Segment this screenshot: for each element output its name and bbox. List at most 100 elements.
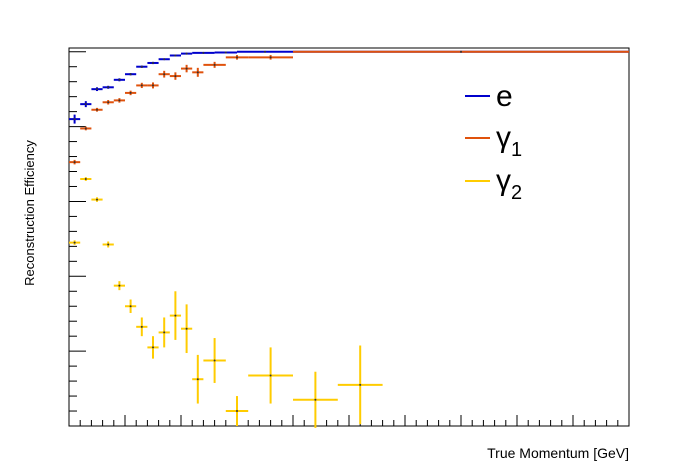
data-point (214, 51, 237, 54)
data-point (158, 70, 170, 78)
data-point (158, 317, 170, 348)
marker (152, 61, 154, 64)
data-point (181, 304, 193, 354)
data-point (337, 345, 383, 425)
marker (196, 378, 199, 381)
marker (359, 383, 362, 386)
data-point (136, 65, 148, 68)
legend-label: γ2 (496, 164, 522, 204)
legend-label: e (496, 80, 513, 113)
data-point (80, 126, 92, 131)
marker (73, 161, 76, 164)
marker (185, 52, 188, 55)
data-point (125, 90, 137, 96)
marker (129, 305, 132, 308)
data-point (69, 159, 81, 165)
marker (174, 314, 177, 317)
data-point (125, 299, 137, 313)
marker (185, 327, 188, 330)
data-point (192, 354, 204, 404)
marker (174, 54, 177, 57)
marker (202, 51, 205, 54)
series-3 (69, 177, 383, 428)
data-point (203, 338, 226, 383)
data-point (113, 98, 125, 103)
data-point (181, 64, 193, 73)
data-point (293, 50, 629, 53)
marker (129, 91, 132, 94)
marker (73, 241, 76, 244)
data-point (69, 114, 81, 124)
marker (96, 198, 98, 201)
marker (73, 118, 76, 121)
data-point (203, 61, 226, 68)
data-point (147, 82, 159, 89)
data-point (147, 336, 159, 359)
marker (107, 243, 110, 246)
marker (269, 56, 272, 59)
marker (140, 325, 143, 328)
data-point (248, 55, 293, 60)
data-point (91, 197, 103, 202)
data-point (102, 241, 114, 248)
marker (224, 51, 227, 54)
axes (68, 51, 630, 427)
marker (84, 177, 87, 180)
marker (236, 56, 238, 59)
data-point (169, 54, 181, 57)
marker (84, 103, 87, 106)
marker (96, 88, 98, 91)
marker (213, 63, 216, 66)
data-point (237, 50, 293, 53)
data-point (113, 78, 125, 82)
data-point (136, 82, 148, 89)
data-point (181, 52, 193, 55)
data-point (80, 101, 92, 108)
data-point (225, 55, 249, 60)
marker (140, 84, 143, 87)
marker (460, 50, 462, 53)
plot-frame (68, 47, 630, 427)
data-point (91, 87, 103, 92)
data-point (225, 396, 249, 426)
marker (96, 108, 98, 111)
data-point (192, 51, 215, 54)
data-point (91, 107, 103, 112)
marker (236, 410, 238, 413)
data-point (169, 291, 181, 340)
data-point (158, 58, 170, 61)
series-2 (69, 50, 629, 165)
marker (84, 127, 87, 130)
data-point (113, 281, 125, 291)
marker (118, 284, 121, 287)
marker (152, 84, 154, 87)
marker (269, 374, 272, 377)
marker (185, 67, 188, 70)
data-point (169, 72, 181, 80)
marker (118, 99, 121, 102)
data-point (192, 67, 204, 77)
data-point (136, 317, 148, 337)
y-axis-label: Reconstruction Efficiency (22, 140, 37, 286)
marker (196, 71, 199, 74)
marker (129, 73, 132, 76)
marker (163, 331, 166, 334)
data-point (248, 347, 293, 404)
data-point (147, 61, 159, 65)
marker (163, 73, 166, 76)
marker (163, 58, 166, 61)
data-point (125, 73, 137, 76)
data-point (102, 85, 114, 89)
legend-label: γ1 (496, 121, 522, 161)
marker (118, 78, 121, 81)
marker (107, 101, 110, 104)
marker (107, 86, 110, 89)
data-point (80, 177, 92, 181)
marker (174, 75, 177, 78)
series-layer (69, 50, 629, 428)
data-point (293, 371, 338, 428)
x-axis-label: True Momentum [GeV] (487, 445, 629, 461)
marker (140, 65, 143, 68)
